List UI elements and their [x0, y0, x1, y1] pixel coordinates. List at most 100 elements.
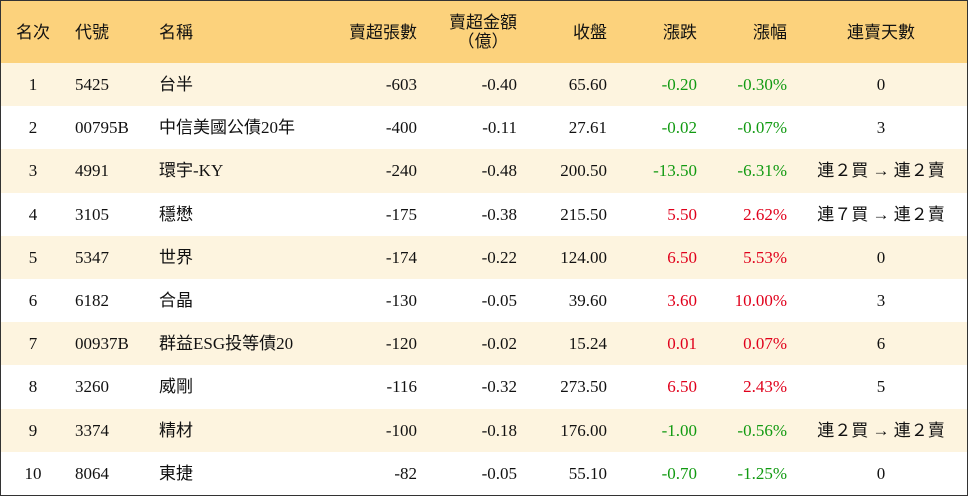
change-cell: -0.70 — [661, 463, 697, 483]
net-sell-amount-cell: -0.05 — [481, 291, 517, 311]
net-sell-lots-cell: 賣超張數 — [349, 22, 417, 42]
sell-days-cell: 0 — [876, 247, 886, 267]
change-pct-cell: 10.00% — [734, 291, 787, 311]
change-cell: -0.02 — [661, 118, 697, 138]
code-cell: 3374 — [75, 420, 109, 440]
net-sell-amount-cell: -0.32 — [481, 377, 517, 397]
rank-cell: 10 — [24, 463, 42, 483]
net-sell-lots-cell: -130 — [385, 291, 417, 311]
close-cell: 124.00 — [560, 247, 607, 267]
net-sell-lots-cell: -82 — [394, 463, 417, 483]
net-sell-amount-cell: -0.40 — [481, 75, 517, 95]
change-pct-cell: 0.07% — [743, 334, 787, 354]
code-cell: 00795B — [75, 118, 129, 138]
data-row: 3 4991 環宇-KY -240 -0.48 200.50 -13.50 -6.31% 連２買… — [1, 149, 967, 193]
net-sell-amount-cell: -0.38 — [481, 204, 517, 224]
net-sell-amount-cell: -0.02 — [481, 334, 517, 354]
sell-days-cell: 3 — [876, 118, 886, 138]
name-cell: 東捷 — [159, 463, 193, 483]
code-cell: 4991 — [75, 161, 109, 181]
code-cell: 6182 — [75, 291, 109, 311]
sell-days-cell: 0 — [876, 463, 886, 483]
change-cell: 6.50 — [667, 247, 697, 267]
data-row: 5 5347 世界 -174 -0.22 124.00 6.50 5.53% 0 — [1, 235, 967, 279]
name-cell: 中信美國公債20年 — [159, 118, 295, 138]
sell-days-cell: 6 — [876, 334, 886, 354]
name-cell: 世界 — [159, 247, 193, 267]
name-cell: 穩懋 — [159, 204, 193, 224]
data-row: 4 3105 穩懋 -175 -0.38 215.50 5.50 2.62% 連７買 → 連２賣 — [1, 192, 967, 236]
data-row: 1 5425 台半 -603 -0.40 65.60 -0.20 -0.30% 0 — [1, 63, 967, 107]
rank-cell: 6 — [28, 291, 38, 311]
change-pct-cell: -0.07% — [737, 118, 787, 138]
name-cell: 台半 — [159, 75, 193, 95]
net-sell-amount-cell: 賣超金額 （億） — [449, 13, 517, 51]
close-cell: 15.24 — [568, 334, 607, 354]
code-cell: 00937B — [75, 334, 129, 354]
code-cell: 8064 — [75, 463, 109, 483]
close-cell: 273.50 — [560, 377, 607, 397]
change-pct-cell: -0.30% — [737, 75, 787, 95]
rank-cell: 3 — [28, 161, 38, 181]
rank-cell: 4 — [28, 204, 38, 224]
rank-cell: 5 — [28, 247, 38, 267]
close-cell: 176.00 — [560, 420, 607, 440]
net-sell-amount-cell: -0.05 — [481, 463, 517, 483]
net-sell-lots-cell: -400 — [385, 118, 417, 138]
change-cell: -13.50 — [653, 161, 697, 181]
data-row: 7 00937B 群益ESG投等債20 -120 -0.02 15.24 0.01 0.07%… — [1, 322, 967, 366]
name-cell: 威剛 — [159, 377, 193, 397]
code-cell: 5347 — [75, 247, 109, 267]
net-sell-lots-cell: -100 — [385, 420, 417, 440]
change-pct-cell: -1.25% — [737, 463, 787, 483]
data-row: 9 3374 精材 -100 -0.18 176.00 -1.00 -0.56% 連２買 → 連… — [1, 408, 967, 452]
net-sell-amount-cell: -0.22 — [481, 247, 517, 267]
close-cell: 65.60 — [568, 75, 607, 95]
change-pct-cell: 漲幅 — [753, 22, 787, 42]
net-sell-amount-cell: -0.11 — [482, 118, 517, 138]
change-pct-cell: 5.53% — [743, 247, 787, 267]
net-sell-lots-cell: -116 — [386, 377, 417, 397]
change-pct-cell: 2.43% — [743, 377, 787, 397]
data-row: 6 6182 合晶 -130 -0.05 39.60 3.60 10.00% 3 — [1, 279, 967, 323]
change-pct-cell: -0.56% — [737, 420, 787, 440]
sell-days-cell: 0 — [876, 75, 886, 95]
rank-cell: 9 — [28, 420, 38, 440]
change-cell: 6.50 — [667, 377, 697, 397]
close-cell: 39.60 — [568, 291, 607, 311]
net-sell-lots-cell: -240 — [385, 161, 417, 181]
close-cell: 27.61 — [568, 118, 607, 138]
rank-cell: 7 — [28, 334, 38, 354]
net-sell-amount-cell: -0.18 — [481, 420, 517, 440]
net-sell-lots-cell: -174 — [385, 247, 417, 267]
net-sell-lots-cell: -175 — [385, 204, 417, 224]
data-row: 10 8064 東捷 -82 -0.05 55.10 -0.70 -1.25% 0 — [1, 451, 967, 495]
close-cell: 收盤 — [573, 22, 607, 42]
change-cell: -1.00 — [661, 420, 697, 440]
rank-cell: 1 — [28, 75, 38, 95]
close-cell: 215.50 — [560, 204, 607, 224]
net-sell-lots-cell: -120 — [385, 334, 417, 354]
net-sell-amount-cell: -0.48 — [481, 161, 517, 181]
close-cell: 200.50 — [560, 161, 607, 181]
code-cell: 5425 — [75, 75, 109, 95]
net-sell-lots-cell: -603 — [385, 75, 417, 95]
sell-days-cell: 連２買 → 連２賣 — [817, 161, 945, 181]
data-row: 2 00795B 中信美國公債20年 -400 -0.11 27.61 -0.02 -0.07… — [1, 106, 967, 150]
name-cell: 群益ESG投等債20 — [159, 334, 294, 354]
change-cell: 5.50 — [667, 204, 697, 224]
name-cell: 名稱 — [159, 22, 193, 42]
rank-cell: 8 — [28, 377, 38, 397]
name-cell: 精材 — [159, 420, 193, 440]
close-cell: 55.10 — [568, 463, 607, 483]
header-row: 名次 代號 名稱 賣超張數 賣超金額 （億） 收盤 漲跌 漲幅 連賣天數 — [1, 1, 967, 63]
sell-days-cell: 5 — [876, 377, 886, 397]
name-cell: 合晶 — [159, 291, 193, 311]
name-cell: 環宇-KY — [159, 161, 224, 181]
rank-cell: 2 — [28, 118, 38, 138]
change-pct-cell: -6.31% — [737, 161, 787, 181]
code-cell: 3260 — [75, 377, 109, 397]
change-cell: 0.01 — [667, 334, 697, 354]
change-pct-cell: 2.62% — [743, 204, 787, 224]
sell-days-cell: 連賣天數 — [847, 22, 915, 42]
